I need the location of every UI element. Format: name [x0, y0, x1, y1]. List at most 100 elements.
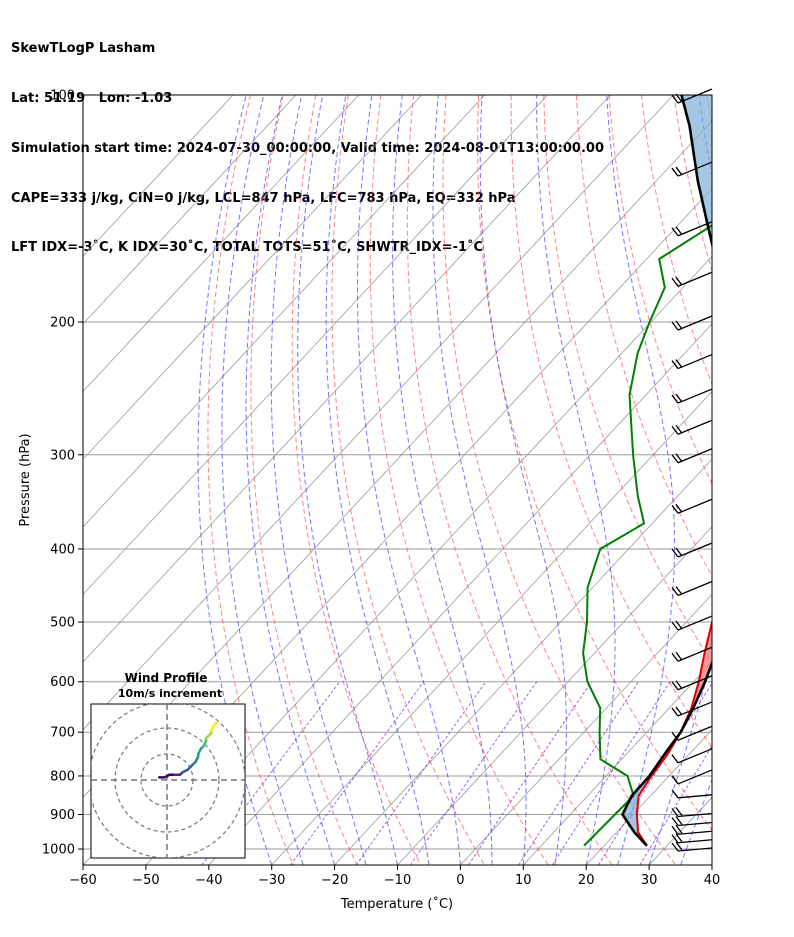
wind-barb-flag [675, 226, 683, 236]
wind-barb [677, 221, 713, 237]
moist-adiabat-line [325, 95, 430, 865]
wind-barb [677, 794, 713, 799]
moist-adiabat-line [197, 95, 273, 865]
mixing-ratio-line [518, 681, 639, 865]
wind-barb [677, 812, 713, 818]
x-axis-label: Temperature (˚C) [340, 896, 453, 912]
moist-adiabat-line [432, 95, 527, 865]
wind-barb-flag [671, 817, 679, 826]
wind-barb-flag [675, 453, 683, 463]
isotherm-line [460, 593, 712, 865]
temperature-profile [635, 619, 712, 847]
hodograph-title: Wind Profile [125, 671, 208, 685]
wind-barb [677, 161, 713, 177]
wind-barb [677, 839, 713, 844]
wind-barb-flag [675, 503, 683, 513]
moist-adiabat-line [221, 95, 304, 865]
wind-barb-flag [671, 731, 679, 741]
wind-barb-flag [675, 320, 683, 330]
wind-barb-flag [675, 816, 683, 825]
wind-barb-flag [675, 651, 683, 661]
wind-barb-flag [671, 681, 679, 691]
wind-barb-flag [671, 425, 679, 435]
wind-barb-flag [675, 706, 683, 716]
y-tick-label: 500 [50, 616, 75, 631]
dry-adiabat-line [369, 95, 549, 865]
wind-barb-flag [671, 227, 679, 237]
wind-barb [677, 542, 713, 558]
moist-adiabat-line [536, 95, 616, 865]
wind-barb-flag [675, 620, 683, 630]
wind-barb-flag [671, 707, 679, 717]
dry-adiabat-line [575, 95, 712, 578]
dry-adiabat-line [641, 95, 712, 386]
dry-adiabat-line [477, 95, 712, 831]
dry-adiabat-line [739, 95, 794, 865]
x-tick-label: −20 [321, 873, 348, 888]
x-tick-label: −40 [195, 873, 222, 888]
x-tick-label: −60 [69, 873, 96, 888]
x-tick-label: 30 [641, 873, 658, 888]
isotherm-line [83, 95, 234, 257]
hodograph-frame [90, 703, 246, 859]
y-tick-label: 600 [50, 675, 75, 690]
wind-barb-flag [671, 652, 679, 662]
isotherm-line [271, 390, 712, 865]
moist-adiabat-line [680, 777, 712, 865]
wind-barb [677, 646, 713, 662]
wind-barb [677, 769, 713, 785]
wind-barb [677, 498, 713, 514]
isotherm-line [83, 95, 485, 528]
wind-barb-flag [671, 834, 679, 844]
wind-barb [677, 388, 713, 404]
x-tick-label: −10 [384, 873, 411, 888]
wind-barb [677, 701, 713, 717]
wind-barb [677, 419, 713, 435]
hodograph-segment [212, 721, 218, 727]
wind-barb-flag [675, 680, 683, 690]
x-tick-label: −50 [132, 873, 159, 888]
wind-barb-flag [675, 841, 683, 851]
x-tick-label: 20 [578, 873, 595, 888]
moist-adiabat-line [245, 95, 336, 865]
moist-adiabat-line [297, 95, 398, 865]
moist-adiabat-line [479, 95, 567, 865]
wind-barb-flag [671, 504, 679, 514]
stability-indices: LFT IDX=-3˚C, K IDX=30˚C, TOTAL TOTS=51˚… [11, 240, 484, 256]
cape-cin-levels: CAPE=333 j/kg, CIN=0 j/kg, LCL=847 hPa, … [11, 190, 516, 206]
dewpoint-profile [582, 224, 712, 847]
wind-barb [677, 675, 713, 691]
cin-area [681, 95, 712, 244]
wind-barb-flag [671, 394, 679, 404]
isotherm-line [334, 458, 712, 865]
mixing-ratio-line [290, 681, 425, 865]
wind-barb-flag [671, 754, 679, 764]
y-tick-label: 1000 [42, 843, 75, 858]
moist-adiabat-line [270, 95, 367, 865]
dry-adiabat-line [331, 95, 485, 865]
mixing-ratio-line [409, 681, 538, 865]
y-tick-label: 200 [50, 315, 75, 330]
wind-barb [677, 448, 713, 464]
isotherm-line [145, 255, 712, 865]
dry-adiabat-line [250, 95, 358, 865]
y-tick-label: 400 [50, 542, 75, 557]
simulation-times: Simulation start time: 2024-07-30_00:00:… [11, 140, 604, 156]
x-tick-label: −30 [258, 873, 285, 888]
parcel-profile [621, 95, 712, 847]
wind-barb [677, 830, 713, 835]
hodograph-subtitle: 10m/s increment [118, 687, 222, 700]
y-tick-label: 900 [50, 808, 75, 823]
isotherm-line [523, 661, 712, 865]
moist-adiabat-line [648, 95, 712, 865]
wind-barb-flag [671, 808, 679, 817]
station-title: SkewTLogP Lasham [11, 41, 156, 57]
isotherm-line [208, 323, 712, 865]
isotherm-line [83, 95, 674, 731]
mixing-ratio-line [355, 681, 487, 865]
dry-adiabat-line [772, 95, 794, 865]
wind-barb [677, 580, 713, 597]
dry-adiabat-line [510, 95, 712, 749]
isotherm-line [585, 729, 712, 865]
